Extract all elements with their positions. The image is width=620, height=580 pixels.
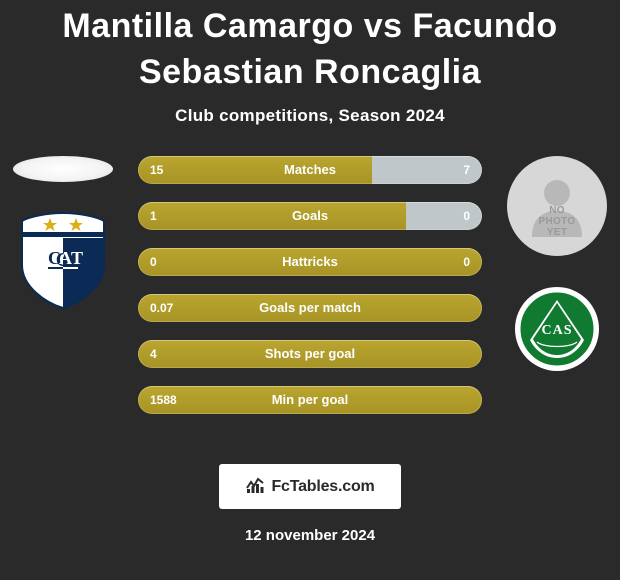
stat-row: 4Shots per goal bbox=[138, 340, 482, 368]
page-title: Mantilla Camargo vs Facundo Sebastian Ro… bbox=[0, 0, 620, 96]
stat-row: 1588Min per goal bbox=[138, 386, 482, 414]
svg-text:CAS: CAS bbox=[541, 323, 572, 338]
stat-label: Min per goal bbox=[138, 392, 482, 407]
stat-label: Matches bbox=[138, 162, 482, 177]
stat-row: 1Goals0 bbox=[138, 202, 482, 230]
stat-row: 0Hattricks0 bbox=[138, 248, 482, 276]
right-player-photo-placeholder: NO PHOTO YET bbox=[507, 156, 607, 256]
left-player-column: C C A T bbox=[8, 156, 118, 310]
stat-right-value: 0 bbox=[463, 255, 470, 269]
stat-label: Goals bbox=[138, 208, 482, 223]
left-club-badge: C C A T bbox=[18, 210, 108, 310]
stat-label: Goals per match bbox=[138, 300, 482, 315]
branding-box: FcTables.com bbox=[219, 464, 400, 509]
right-player-column: NO PHOTO YET CAS bbox=[502, 156, 612, 372]
stat-row: 0.07Goals per match bbox=[138, 294, 482, 322]
right-club-badge: CAS bbox=[514, 286, 600, 372]
stat-right-value: 7 bbox=[463, 163, 470, 177]
stats-list: 15Matches71Goals00Hattricks00.07Goals pe… bbox=[138, 156, 482, 414]
stat-row: 15Matches7 bbox=[138, 156, 482, 184]
subtitle: Club competitions, Season 2024 bbox=[0, 106, 620, 126]
svg-text:T: T bbox=[71, 248, 83, 268]
no-photo-label: NO PHOTO YET bbox=[507, 205, 607, 238]
date-label: 12 november 2024 bbox=[245, 527, 375, 544]
chart-icon bbox=[245, 474, 265, 499]
stat-right-value: 0 bbox=[463, 209, 470, 223]
left-player-photo bbox=[13, 156, 113, 182]
stat-label: Shots per goal bbox=[138, 346, 482, 361]
footer: FcTables.com 12 november 2024 bbox=[0, 464, 620, 544]
comparison-content: C C A T NO PHOTO YET bbox=[0, 156, 620, 456]
branding-text: FcTables.com bbox=[271, 478, 374, 496]
stat-label: Hattricks bbox=[138, 254, 482, 269]
